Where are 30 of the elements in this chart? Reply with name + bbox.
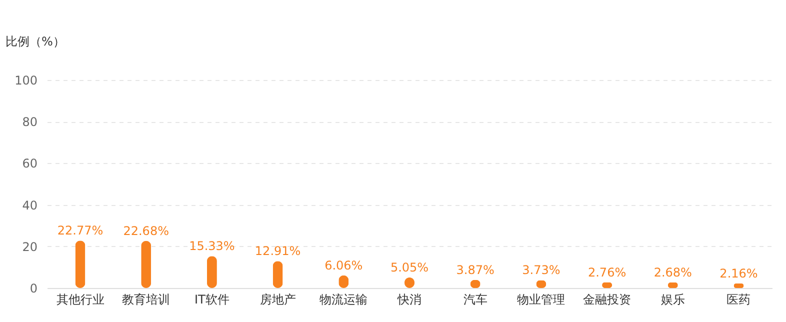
x-tick-label: 其他行业 [56,292,104,306]
y-tick-label: 60 [22,156,38,171]
data-label: 5.05% [390,260,429,274]
data-label: 22.68% [123,224,169,238]
x-tick-label: 物业管理 [517,292,566,306]
x-tick-label: 物流运输 [320,292,368,306]
x-tick-label: 医药 [726,292,751,306]
x-tick-label: 汽车 [463,292,488,306]
data-label: 2.68% [654,265,692,280]
data-label: 6.06% [324,258,363,272]
x-tick-label: 金融投资 [583,292,632,306]
x-tick-label: 快消 [396,292,422,306]
data-label: 3.87% [456,262,494,277]
y-tick-label: 40 [22,198,38,212]
x-tick-label: 教育培训 [122,292,170,306]
data-label: 12.91% [254,244,301,258]
y-tick-label: 100 [14,74,38,88]
y-tick-label: 0 [30,282,38,296]
x-tick-label: 房地产 [260,292,296,306]
y-tick-label: 20 [22,240,38,254]
data-label: 15.33% [189,239,235,254]
y-axis-title: 比例（%） [6,34,65,48]
data-label: 3.73% [522,263,560,278]
data-label: 2.76% [588,265,626,280]
data-label: 2.16% [720,266,758,281]
bar [75,240,86,288]
x-tick-label: 娱乐 [660,292,685,306]
data-label: 22.77% [57,224,104,238]
x-tick-label: IT软件 [194,292,230,306]
y-tick-label: 80 [22,115,38,130]
